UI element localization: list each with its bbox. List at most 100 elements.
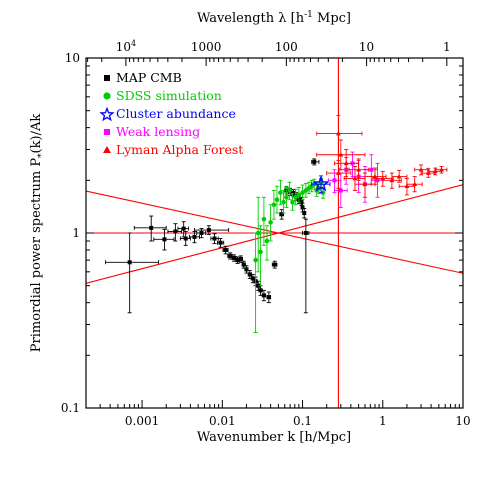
marker-square	[312, 159, 317, 164]
data-point-map-cmb	[311, 158, 320, 166]
data-point-sdss-simulation	[255, 196, 261, 273]
data-point-sdss-simulation	[253, 232, 258, 333]
marker-circle	[287, 188, 292, 193]
marker-square	[238, 257, 243, 262]
marker-triangle	[432, 168, 438, 174]
data-point-map-cmb	[241, 260, 246, 269]
marker-triangle	[412, 181, 418, 187]
x-tick-label: 0.1	[293, 414, 312, 428]
data-point-map-cmb	[217, 238, 225, 248]
marker-square	[338, 188, 343, 193]
x-tick-label: 1	[379, 414, 387, 428]
marker-square	[241, 262, 246, 267]
marker-square	[261, 293, 266, 298]
data-point-map-cmb	[261, 289, 267, 302]
marker-circle	[274, 197, 280, 202]
marker-square	[302, 211, 307, 216]
data-point-sdss-simulation	[271, 190, 277, 220]
plot-area	[86, 58, 463, 408]
marker-square	[212, 236, 217, 241]
data-point-sdss-simulation	[278, 179, 283, 206]
marker-circle	[261, 216, 267, 222]
marker-circle	[284, 194, 289, 200]
legend-item-map-cmb: MAP CMB	[104, 70, 182, 85]
data-point-lyman-alpha-forest	[414, 164, 428, 176]
top-tick-label: 1	[443, 40, 451, 54]
data-point-map-cmb	[105, 232, 159, 314]
data-point-sdss-simulation	[290, 193, 295, 211]
data-point-sdss-simulation	[281, 190, 286, 214]
marker-square	[218, 240, 223, 245]
data-point-map-cmb	[279, 209, 285, 220]
data-point-sdss-simulation	[258, 225, 263, 287]
y-tick-label: 1	[72, 226, 80, 240]
legend-label: Cluster abundance	[116, 106, 236, 121]
data-point-map-cmb	[222, 245, 229, 255]
marker-triangle	[336, 170, 341, 175]
data-point-map-cmb	[177, 221, 190, 238]
marker-square	[192, 234, 197, 239]
data-point-lyman-alpha-forest	[391, 169, 408, 183]
legend: MAP CMB SDSS simulation Cluster abundanc…	[99, 70, 243, 157]
data-point-lyman-alpha-forest	[334, 149, 360, 178]
marker-square	[244, 267, 249, 272]
legend-marker-star	[99, 106, 115, 122]
marker-triangle	[343, 160, 349, 166]
marker-square	[162, 237, 167, 242]
legend-item-lyman-alpha: Lyman Alpha Forest	[103, 142, 243, 157]
marker-triangle	[380, 175, 386, 181]
y-tick-label: 10	[65, 51, 80, 65]
marker-circle	[281, 199, 286, 205]
axis-ticks: 0.001 0.01 0.1 1 10 0.1 1 10 104 1000 100 10 1	[61, 39, 471, 428]
marker-square	[266, 295, 271, 300]
data-point-map-cmb	[244, 265, 249, 274]
data-point-cluster-abundance	[311, 175, 331, 194]
marker-square	[127, 260, 132, 265]
marker-square	[258, 288, 263, 293]
data-point-map-cmb	[194, 225, 230, 235]
data-point-sdss-simulation	[300, 184, 305, 201]
data-point-map-cmb	[179, 231, 191, 246]
marker-square	[149, 225, 154, 230]
legend-label: Lyman Alpha Forest	[116, 142, 243, 157]
marker-circle	[271, 202, 277, 208]
legend-item-weak-lensing: Weak lensing	[104, 124, 200, 139]
legend-item-sdss: SDSS simulation	[103, 88, 222, 103]
x-tick-label: 10	[455, 414, 470, 428]
data-point-lyman-alpha-forest	[398, 177, 416, 196]
legend-label: SDSS simulation	[116, 88, 222, 103]
data-point-map-cmb	[153, 228, 175, 251]
marker-square	[173, 229, 178, 234]
data-point-sdss-simulation	[293, 188, 298, 206]
marker-circle	[300, 190, 305, 195]
legend-marker-triangle	[103, 146, 111, 153]
data-point-lyman-alpha-forest	[316, 139, 366, 171]
data-point-map-cmb	[302, 218, 310, 314]
marker-square	[369, 167, 374, 172]
data-point-sdss-simulation	[264, 225, 270, 261]
marker-square	[235, 258, 240, 263]
marker-square	[183, 236, 188, 241]
marker-triangle	[336, 130, 341, 136]
marker-star	[312, 175, 330, 192]
legend-marker-circle	[103, 92, 111, 100]
marker-square	[291, 191, 296, 196]
marker-triangle	[396, 174, 402, 179]
data-point-lyman-alpha-forest	[406, 176, 423, 193]
data-point-sdss-simulation	[284, 185, 289, 208]
marker-square	[272, 262, 277, 267]
marker-square	[181, 226, 186, 231]
marker-circle	[268, 220, 273, 225]
data-point-sdss-simulation	[296, 187, 302, 203]
reference-line-tilted	[86, 190, 463, 274]
marker-square	[279, 212, 284, 217]
top-tick-label: 100	[275, 40, 298, 54]
data-point-sdss-simulation	[274, 185, 280, 214]
marker-square	[199, 231, 204, 235]
marker-square	[299, 199, 304, 204]
marker-triangle	[372, 174, 378, 179]
marker-circle	[290, 199, 295, 205]
marker-circle	[255, 230, 261, 236]
marker-triangle	[439, 167, 444, 172]
data-point-map-cmb	[167, 223, 182, 242]
